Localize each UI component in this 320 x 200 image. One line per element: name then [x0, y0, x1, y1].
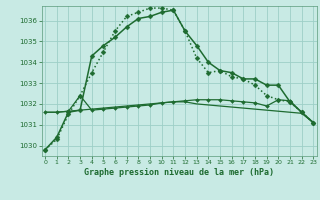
X-axis label: Graphe pression niveau de la mer (hPa): Graphe pression niveau de la mer (hPa): [84, 168, 274, 177]
